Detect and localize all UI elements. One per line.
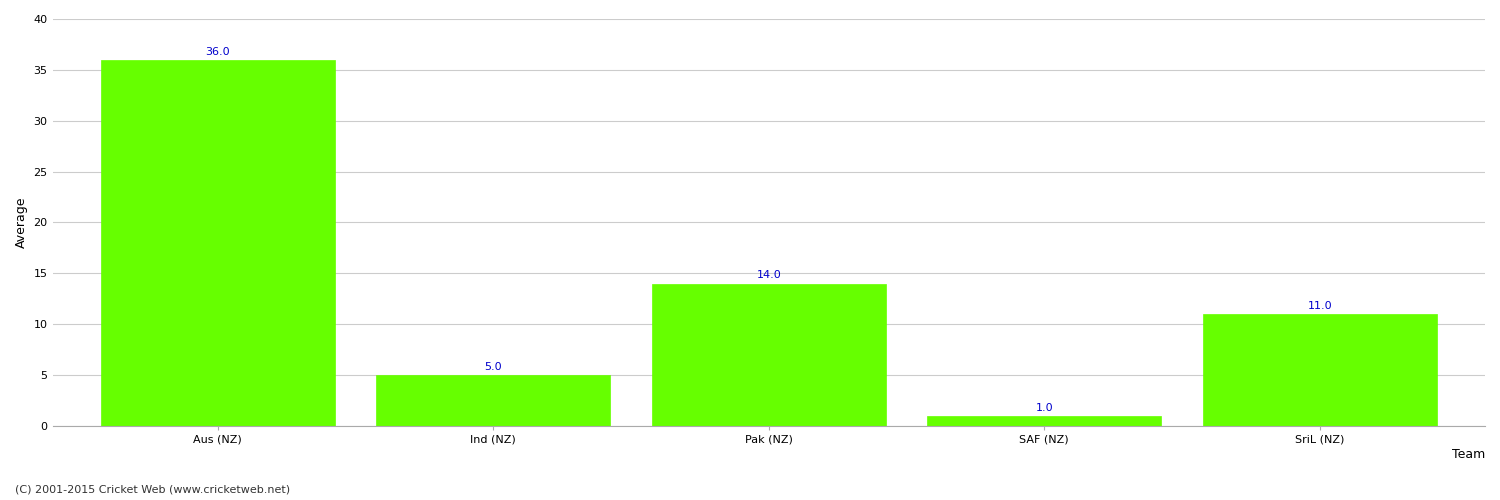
Bar: [651, 284, 886, 426]
Text: 11.0: 11.0: [1308, 301, 1332, 311]
Text: 1.0: 1.0: [1035, 402, 1053, 412]
Text: 14.0: 14.0: [756, 270, 782, 280]
Text: 36.0: 36.0: [206, 46, 230, 56]
Bar: [100, 60, 334, 426]
Text: Team: Team: [1452, 448, 1485, 462]
Y-axis label: Average: Average: [15, 196, 28, 248]
Bar: [1203, 314, 1437, 426]
Bar: [376, 375, 610, 426]
Text: 5.0: 5.0: [484, 362, 502, 372]
Text: (C) 2001-2015 Cricket Web (www.cricketweb.net): (C) 2001-2015 Cricket Web (www.cricketwe…: [15, 485, 290, 495]
Bar: [927, 416, 1161, 426]
